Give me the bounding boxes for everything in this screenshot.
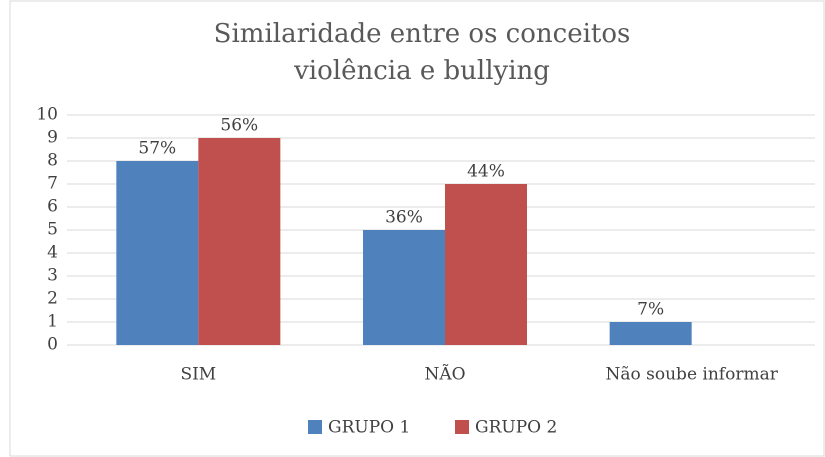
x-tick-label: SIM xyxy=(180,365,216,385)
data-label: 36% xyxy=(385,208,423,228)
y-tick-label: 8 xyxy=(47,151,58,171)
y-tick-label: 0 xyxy=(47,335,58,355)
legend-label: GRUPO 1 xyxy=(328,418,410,438)
chart-title: Similaridade entre os conceitos xyxy=(214,19,631,49)
y-tick-label: 9 xyxy=(47,128,58,148)
y-tick-label: 1 xyxy=(47,312,58,332)
y-tick-label: 10 xyxy=(36,105,58,125)
y-tick-label: 5 xyxy=(47,220,58,240)
data-label: 56% xyxy=(220,116,258,136)
chart-title: violência e bullying xyxy=(293,56,550,86)
bar xyxy=(116,161,199,345)
legend-swatch xyxy=(308,420,322,434)
bar xyxy=(198,138,281,345)
legend-label: GRUPO 2 xyxy=(475,418,557,438)
y-tick-label: 4 xyxy=(47,243,58,263)
bar xyxy=(609,322,692,345)
y-tick-label: 7 xyxy=(47,174,58,194)
data-label: 57% xyxy=(138,139,176,159)
data-label: 7% xyxy=(637,300,664,320)
y-tick-label: 6 xyxy=(47,197,58,217)
bar xyxy=(445,184,527,345)
y-tick-label: 2 xyxy=(47,289,58,309)
bar xyxy=(363,230,445,345)
data-label: 44% xyxy=(467,162,505,182)
x-tick-label: NÃO xyxy=(424,364,465,385)
y-tick-label: 3 xyxy=(47,266,58,286)
legend-swatch xyxy=(455,420,469,434)
x-tick-label: Não soube informar xyxy=(606,365,779,385)
